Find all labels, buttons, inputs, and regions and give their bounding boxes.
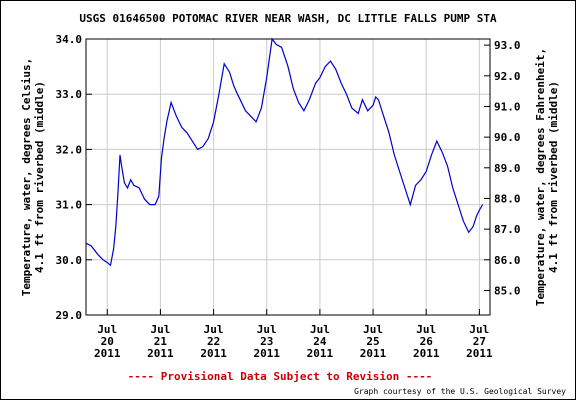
left-tick-labels: 34.0 33.0 32.0 31.0 30.0 29.0 <box>56 33 83 322</box>
x-tick-label-day: 20 <box>101 335 114 348</box>
left-tick-label: 29.0 <box>56 309 83 322</box>
grid-lines <box>86 39 490 315</box>
left-axis-label-line2: 4.1 ft from riverbed (middle) <box>33 81 46 273</box>
x-tick-label-day: 27 <box>473 335 486 348</box>
x-tick-label-month: Jul <box>469 323 489 336</box>
x-tick-label-day: 24 <box>313 335 327 348</box>
x-tick-label-day: 21 <box>154 335 168 348</box>
x-tick-label-day: 25 <box>366 335 379 348</box>
x-tick-label-year: 2011 <box>147 347 174 360</box>
x-tick-label-day: 22 <box>207 335 220 348</box>
right-tick-label: 93.0 <box>494 39 521 52</box>
chart-title: USGS 01646500 POTOMAC RIVER NEAR WASH, D… <box>79 12 497 25</box>
x-tick-label-year: 2011 <box>466 347 493 360</box>
x-tick-label-month: Jul <box>416 323 436 336</box>
right-tick-label: 89.0 <box>494 162 521 175</box>
x-tick-label-day: 26 <box>420 335 434 348</box>
left-tick-label: 32.0 <box>56 143 83 156</box>
right-tick-label: 85.0 <box>494 284 521 297</box>
right-tick-label: 91.0 <box>494 100 521 113</box>
x-tick-label-month: Jul <box>310 323 330 336</box>
x-tick-label-month: Jul <box>97 323 117 336</box>
series-line-water-temperature <box>85 37 484 267</box>
left-tick-label: 33.0 <box>56 88 83 101</box>
x-tick-label-month: Jul <box>150 323 170 336</box>
graph-credit: Graph courtesy of the U.S. Geological Su… <box>354 387 566 396</box>
right-tick-label: 88.0 <box>494 192 521 205</box>
left-tick-label: 30.0 <box>56 254 83 267</box>
x-tick-label-year: 2011 <box>413 347 440 360</box>
x-tick-label-year: 2011 <box>360 347 387 360</box>
x-tick-label-year: 2011 <box>94 347 121 360</box>
x-tick-label-year: 2011 <box>307 347 334 360</box>
right-axis-label-line2: 4.1 ft from riverbed (middle) <box>547 81 560 273</box>
left-tick-label: 34.0 <box>56 33 83 46</box>
x-tick-label-year: 2011 <box>253 347 280 360</box>
right-tick-label: 86.0 <box>494 254 521 267</box>
x-tick-label-month: Jul <box>204 323 224 336</box>
x-tick-labels: Jul202011Jul212011Jul222011Jul232011Jul2… <box>94 323 493 360</box>
x-tick-label-year: 2011 <box>200 347 227 360</box>
right-tick-labels: 93.0 92.0 91.0 90.0 89.0 88.0 87.0 86.0 85.0 <box>494 39 521 297</box>
right-tick-label: 90.0 <box>494 131 521 144</box>
right-tick-label: 87.0 <box>494 223 521 236</box>
x-tick-label-month: Jul <box>257 323 277 336</box>
x-tick-label-month: Jul <box>363 323 383 336</box>
x-tick-label-day: 23 <box>260 335 273 348</box>
right-axis-label-line1: Temperature, water, degrees Fahrenheit, <box>534 48 547 306</box>
provisional-data-notice: ---- Provisional Data Subject to Revisio… <box>128 370 433 383</box>
right-tick-label: 92.0 <box>494 70 521 83</box>
left-tick-label: 31.0 <box>56 199 83 212</box>
tick-marks <box>86 38 490 316</box>
left-axis-label-line1: Temperature, water, degrees Celsius, <box>20 58 33 296</box>
plot-area-border <box>85 38 491 316</box>
